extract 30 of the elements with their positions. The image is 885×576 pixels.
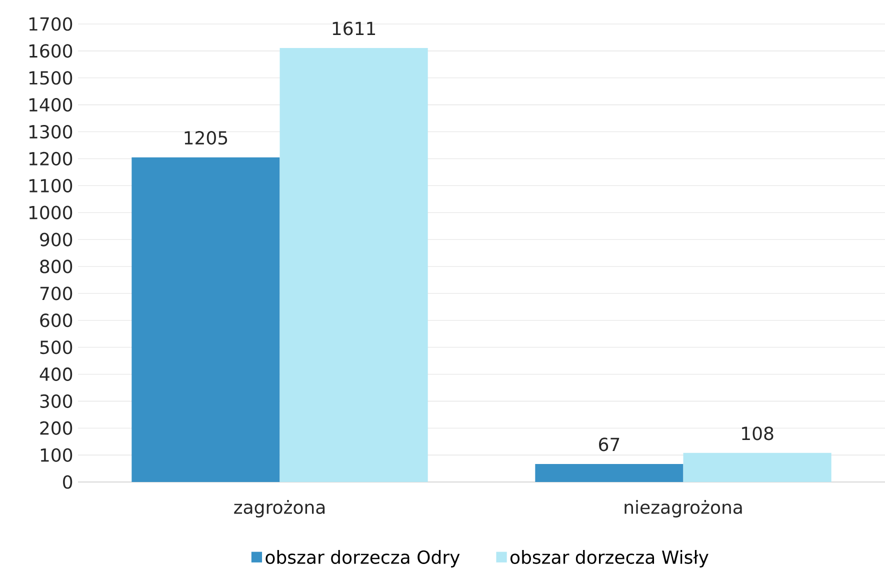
y-tick-label: 1700 — [29, 17, 72, 31]
y-tick-label: 200 — [40, 421, 72, 435]
bar — [280, 48, 428, 482]
y-tick-label: 0 — [63, 475, 72, 489]
data-label: 108 — [742, 426, 774, 440]
bar — [132, 157, 280, 482]
y-tick-label: 400 — [40, 367, 72, 382]
y-tick-label: 1500 — [29, 71, 72, 85]
y-tick-label: 1200 — [29, 152, 72, 166]
y-tick-label: 100 — [40, 448, 72, 462]
x-tick-label: zagrożona — [234, 500, 325, 518]
legend-label: obszar dorzecza Wisły — [510, 550, 708, 568]
y-tick-label: 1000 — [29, 206, 72, 220]
x-tick-label: niezagrożona — [624, 500, 742, 518]
y-tick-label: 1100 — [29, 178, 72, 192]
y-tick-label: 700 — [40, 286, 72, 300]
y-tick-label: 300 — [40, 394, 72, 408]
bar — [535, 464, 684, 482]
y-tick-label: 1600 — [29, 44, 72, 58]
y-tick-label: 900 — [40, 232, 72, 246]
y-tick-label: 1400 — [29, 98, 72, 112]
data-label: 67 — [599, 438, 620, 452]
y-tick-label: 500 — [40, 340, 72, 354]
data-label: 1611 — [332, 22, 376, 36]
bar — [683, 452, 832, 482]
y-tick-label: 1300 — [29, 124, 72, 139]
y-tick-label: 800 — [40, 260, 72, 274]
y-tick-label: 600 — [40, 314, 72, 328]
legend-label: obszar dorzecza Odry — [266, 550, 460, 568]
data-label: 1205 — [184, 131, 228, 145]
